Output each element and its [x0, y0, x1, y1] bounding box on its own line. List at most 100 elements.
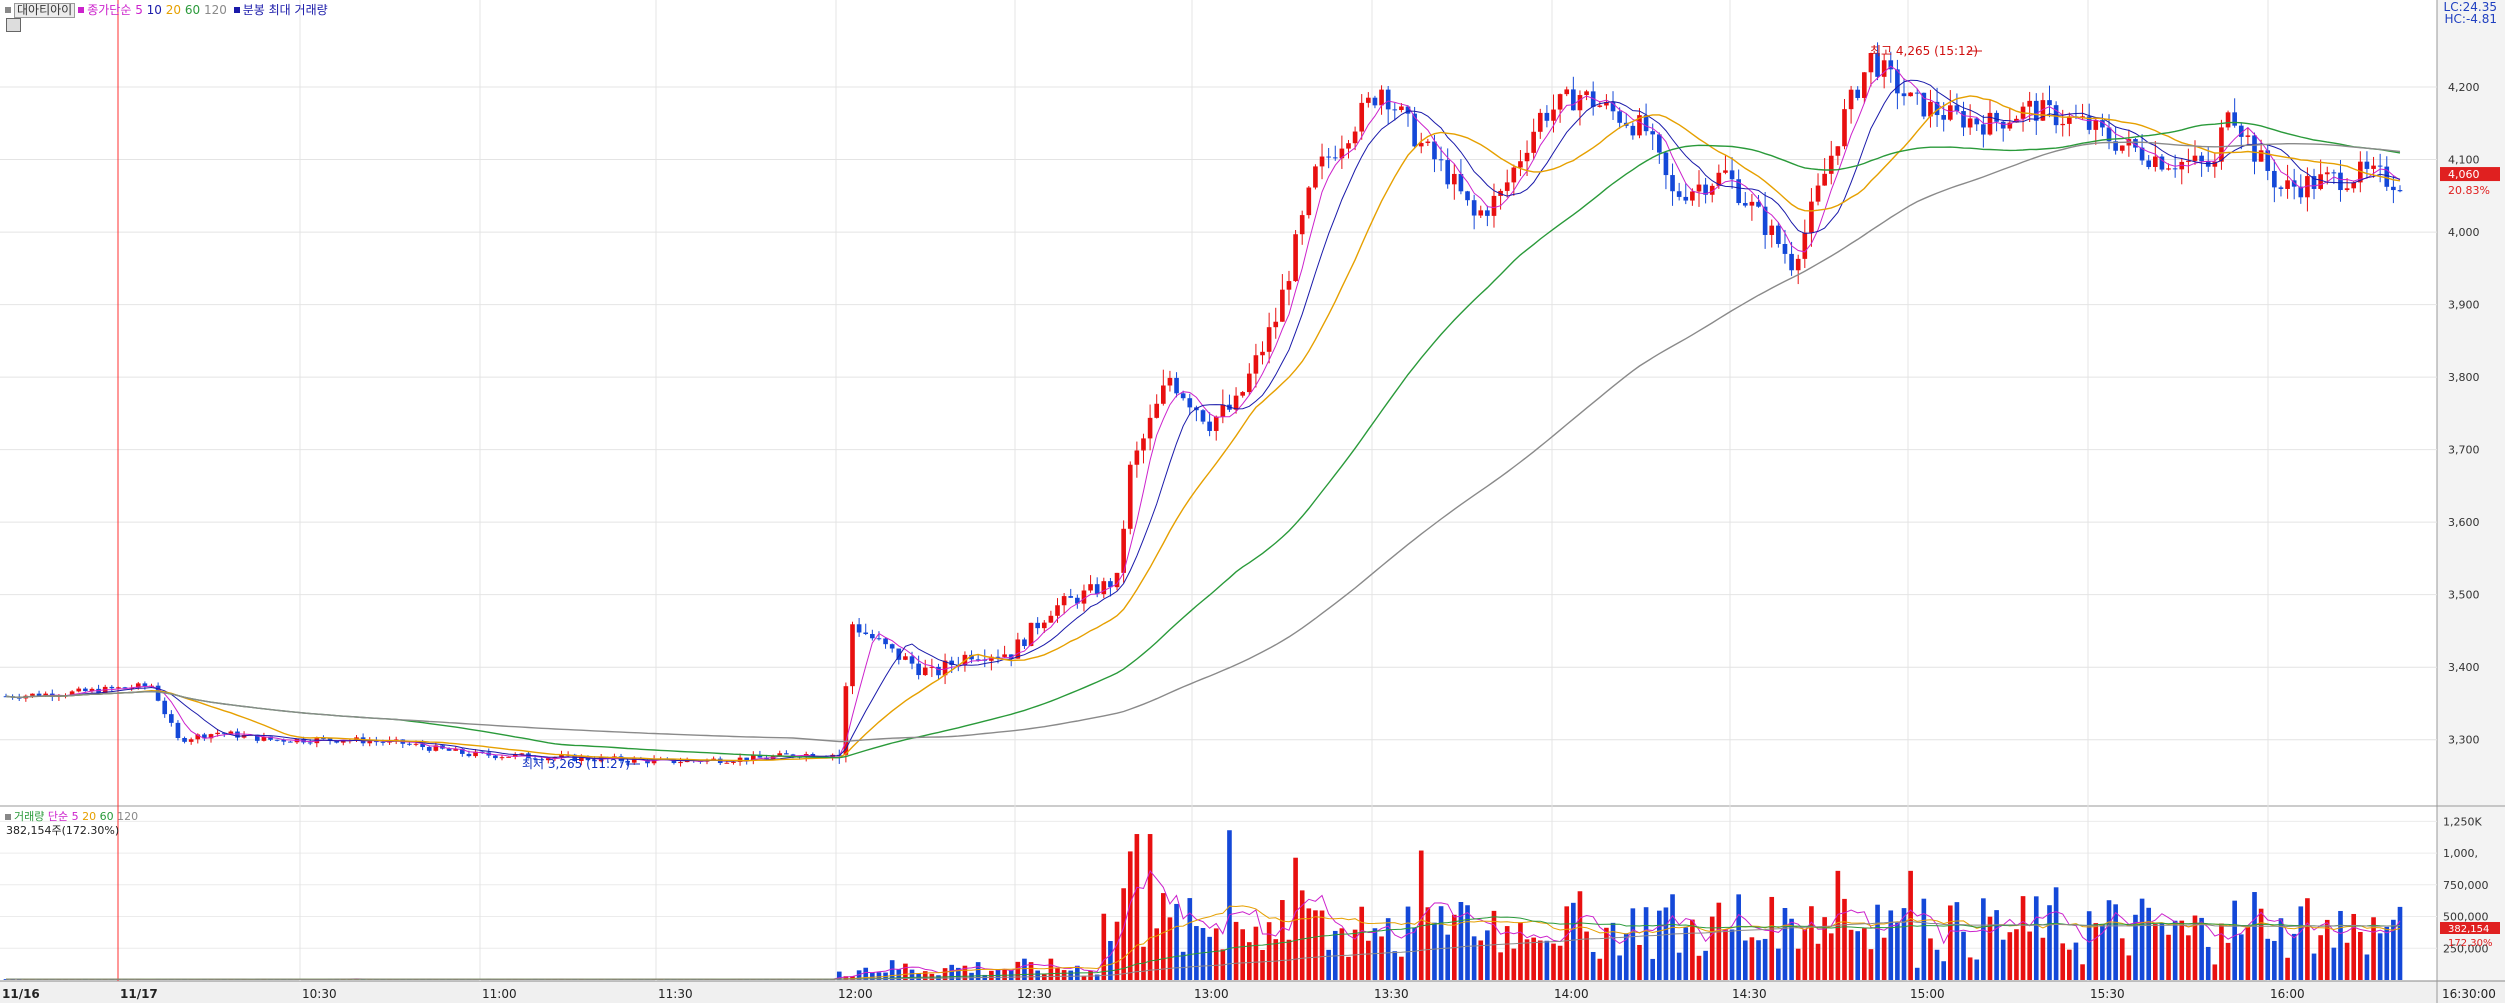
volume-bar — [1623, 933, 1629, 980]
volume-bar — [2245, 926, 2251, 980]
candle — [1015, 639, 1021, 659]
candle — [2265, 150, 2271, 171]
volume-bar — [1055, 968, 1060, 980]
candle — [1855, 89, 1861, 98]
volume-bar — [2324, 919, 2330, 980]
candle — [268, 736, 273, 740]
candle — [2146, 160, 2152, 167]
candle — [1471, 200, 1477, 216]
candle — [1028, 622, 1034, 647]
candle — [1643, 115, 1649, 132]
time-tick-label: 16:30:00 — [2442, 987, 2496, 1001]
volume-bar — [1207, 936, 1212, 980]
candle — [1577, 95, 1583, 111]
candle — [1299, 215, 1305, 235]
volume-bar — [2199, 917, 2204, 980]
candle — [2186, 160, 2191, 162]
candle — [539, 759, 544, 761]
volume-bar — [1399, 956, 1404, 980]
candle — [1782, 243, 1788, 254]
candle — [2179, 161, 2185, 170]
volume-bar — [1180, 951, 1186, 980]
candle — [1742, 203, 1748, 206]
candle — [1174, 377, 1179, 394]
candle — [916, 663, 921, 676]
candle — [215, 732, 220, 735]
volume-bar — [1253, 926, 1259, 980]
volume-bar — [1577, 891, 1583, 980]
volume-bar — [1604, 927, 1609, 980]
candle — [1597, 105, 1603, 107]
current-change-label: 20.83% — [2448, 184, 2490, 197]
volume-bar — [1597, 958, 1603, 980]
high-annotation: 최고 4,265 (15:12) — [1870, 44, 1978, 58]
ma-title[interactable]: 종가단순 — [87, 3, 132, 17]
volume-bar — [1108, 941, 1113, 980]
volume-bar — [962, 965, 968, 980]
vma120-label: 120 — [117, 810, 139, 823]
candle — [2080, 116, 2085, 118]
candle — [1564, 89, 1570, 95]
candle — [493, 755, 498, 759]
volume-tick-label: 500,000 — [2443, 911, 2489, 924]
candle — [1233, 395, 1239, 410]
candle — [1088, 584, 1093, 591]
settings-icon[interactable] — [5, 7, 11, 13]
volume-bar — [2086, 911, 2092, 980]
price-tick-label: 3,800 — [2448, 371, 2480, 384]
volume-bar — [1372, 928, 1378, 980]
candle — [512, 754, 518, 757]
candle — [1848, 89, 1854, 110]
volume-bar — [836, 971, 842, 980]
candle — [162, 700, 168, 715]
volume-bar — [2047, 905, 2052, 980]
table-icon[interactable] — [6, 18, 21, 32]
volume-bar — [1114, 921, 1120, 980]
volume-bar — [2351, 913, 2357, 980]
candle — [288, 741, 293, 743]
volume-ma-title: 단순 — [47, 810, 69, 823]
volume-bar — [2067, 949, 2072, 980]
volume-bar — [1537, 940, 1543, 980]
candle — [2113, 141, 2118, 151]
volume-bar — [922, 971, 928, 980]
time-tick-label: 15:00 — [1910, 987, 1945, 1001]
candle — [380, 741, 386, 743]
candle — [2377, 165, 2383, 167]
volume-bar — [2205, 946, 2211, 980]
candle — [777, 753, 783, 757]
volume-bar — [2020, 896, 2026, 980]
candle — [155, 685, 161, 701]
volume-bar — [1260, 949, 1265, 980]
volume-bar — [1650, 958, 1656, 980]
stock-name[interactable]: 대아티아이 — [14, 3, 76, 18]
volume-title[interactable]: 거래량 — [14, 810, 45, 823]
candle — [1405, 106, 1411, 114]
volume-bar — [1941, 961, 1946, 980]
volume-bar — [1048, 958, 1054, 980]
volume-bar — [1756, 940, 1761, 980]
candle — [2364, 161, 2370, 169]
candle — [1729, 170, 1735, 180]
volume-bar — [1987, 916, 1993, 980]
candle — [1048, 615, 1054, 623]
minute-volume-label[interactable]: 분봉 최대 거래량 — [242, 3, 328, 17]
candle — [2086, 116, 2092, 130]
candle — [2027, 100, 2032, 107]
candle — [1670, 175, 1675, 192]
time-tick-label: 11/16 — [2, 987, 40, 1001]
time-tick-label: 12:30 — [1017, 987, 1052, 1001]
candle — [1412, 113, 1417, 147]
candle — [784, 753, 789, 755]
candle — [532, 758, 538, 760]
candle — [208, 734, 214, 739]
volume-settings-icon[interactable] — [5, 813, 11, 820]
volume-bar — [1412, 928, 1417, 980]
volume-bar — [1194, 926, 1199, 980]
candle — [1246, 373, 1252, 393]
ma60-label: 60 — [184, 3, 201, 17]
volume-bar — [2113, 904, 2118, 980]
volume-bars — [3, 830, 2403, 980]
volume-bar — [1914, 967, 1920, 980]
candle — [1544, 112, 1550, 121]
